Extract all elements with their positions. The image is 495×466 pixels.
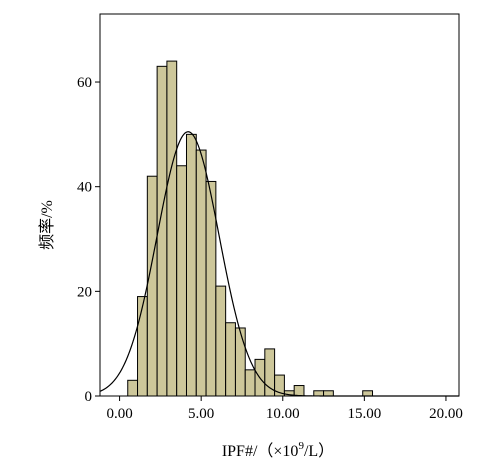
y-axis-tick-label: 40: [77, 180, 92, 196]
x-axis-title-superscript: 9: [298, 440, 304, 452]
histogram-bar: [127, 379, 139, 397]
histogram-bar: [323, 390, 334, 397]
histogram-bar: [195, 149, 207, 397]
histogram-bar: [137, 296, 148, 397]
histogram-bar: [146, 175, 158, 397]
x-axis-tick-label: 5.00: [188, 406, 214, 422]
axis-ticks: 0.00 5.00 10.00 15.00 20.00 0 20 40 60: [77, 75, 463, 422]
x-axis-title-main: IPF#/（×10: [222, 442, 299, 460]
histogram-bar: [176, 165, 187, 397]
histogram-bar: [234, 327, 246, 397]
histogram-bars: [127, 60, 374, 397]
x-axis-tick-label: 10.00: [266, 406, 300, 422]
histogram-bar: [362, 390, 374, 397]
x-axis-tick-label: 15.00: [347, 406, 381, 422]
histogram-bar: [185, 133, 197, 397]
x-axis-tick-label: 0.00: [106, 406, 132, 422]
histogram-bar: [215, 285, 227, 397]
x-axis-tick-label: 20.00: [429, 406, 463, 422]
x-axis-title: IPF#/（×109/L）: [222, 440, 334, 460]
y-axis-tick-label: 20: [77, 284, 92, 300]
plot-area-frame: [99, 13, 460, 397]
histogram-bar: [293, 385, 305, 397]
histogram-bar: [244, 369, 256, 397]
histogram-bar: [313, 390, 325, 397]
y-axis-tick-label: 0: [85, 389, 93, 405]
histogram-bar: [264, 348, 276, 397]
histogram-bar: [166, 60, 178, 397]
y-axis-tick-label: 60: [77, 75, 92, 91]
x-axis-title-unit: /L）: [304, 442, 334, 460]
histogram-bar: [225, 322, 236, 397]
y-axis-title: 频率/%: [38, 200, 56, 250]
